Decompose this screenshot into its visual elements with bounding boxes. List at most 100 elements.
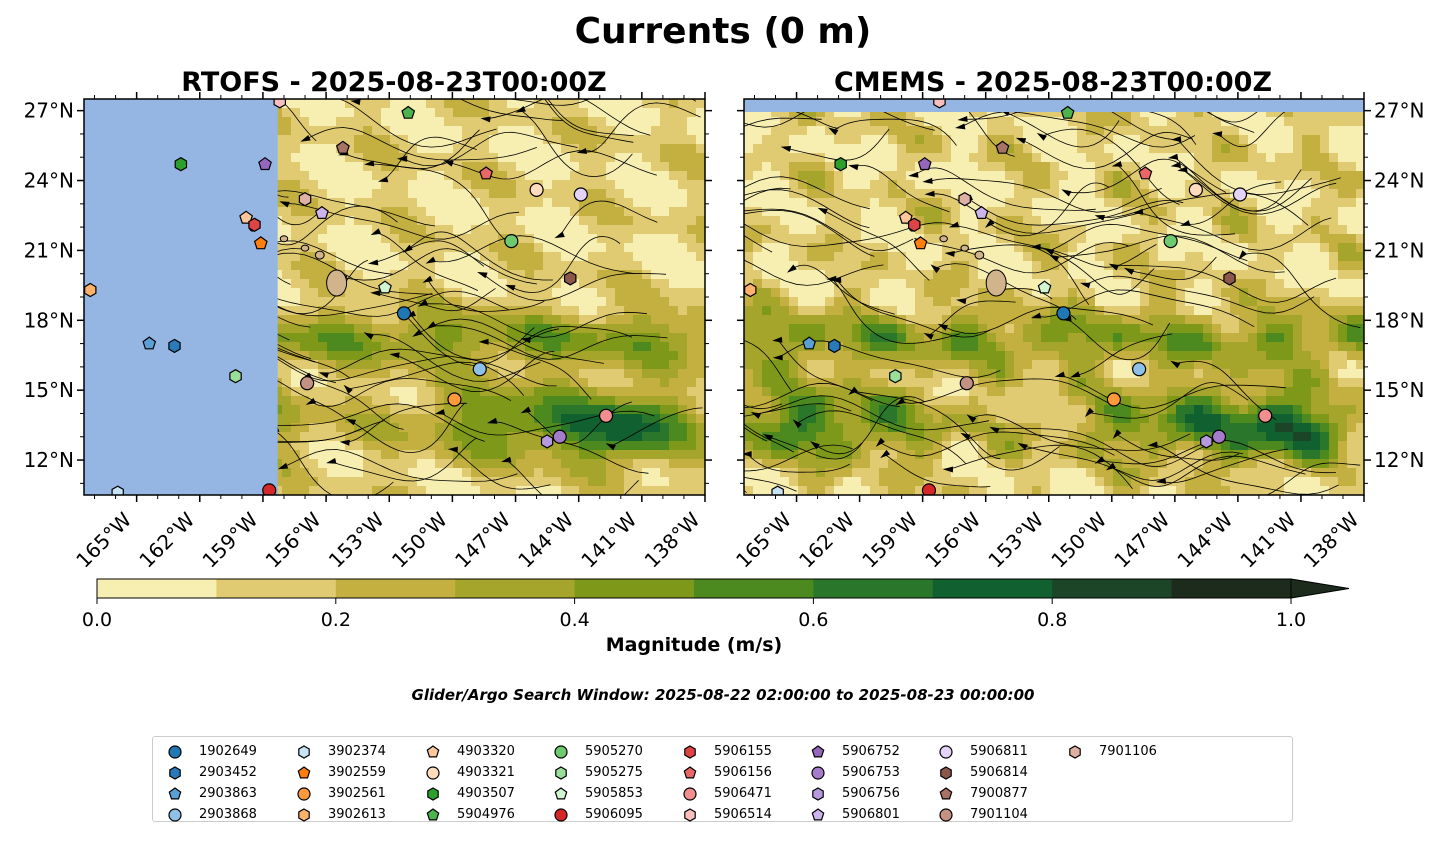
speed-cell bbox=[561, 288, 571, 298]
speed-cell bbox=[1275, 216, 1285, 226]
speed-cell bbox=[861, 288, 871, 298]
speed-cell bbox=[282, 117, 292, 127]
speed-cell bbox=[525, 216, 535, 226]
speed-cell bbox=[1167, 126, 1177, 136]
speed-cell bbox=[426, 135, 436, 145]
speed-cell bbox=[825, 117, 835, 127]
speed-cell bbox=[570, 117, 580, 127]
speed-cell bbox=[888, 279, 898, 289]
speed-cell bbox=[1032, 144, 1042, 154]
speed-cell bbox=[969, 180, 979, 190]
speed-cell bbox=[816, 171, 826, 181]
speed-cell bbox=[534, 369, 544, 379]
speed-cell bbox=[363, 180, 373, 190]
speed-cell bbox=[336, 99, 346, 109]
speed-cell bbox=[561, 144, 571, 154]
speed-cell bbox=[651, 414, 661, 424]
speed-cell bbox=[597, 279, 607, 289]
speed-cell bbox=[318, 315, 328, 325]
speed-cell bbox=[390, 279, 400, 289]
speed-cell bbox=[435, 441, 445, 451]
speed-cell bbox=[987, 162, 997, 172]
speed-cell bbox=[534, 225, 544, 235]
speed-cell bbox=[696, 459, 705, 469]
speed-cell bbox=[1347, 144, 1357, 154]
speed-cell bbox=[798, 252, 808, 262]
speed-cell bbox=[597, 189, 607, 199]
speed-cell bbox=[291, 459, 301, 469]
speed-cell bbox=[381, 198, 391, 208]
speed-cell bbox=[552, 144, 562, 154]
speed-cell bbox=[651, 441, 661, 451]
speed-cell bbox=[327, 450, 337, 460]
speed-cell bbox=[1059, 243, 1069, 253]
speed-cell bbox=[687, 162, 697, 172]
speed-cell bbox=[1212, 216, 1222, 226]
speed-cell bbox=[834, 108, 844, 118]
speed-cell bbox=[291, 414, 301, 424]
speed-cell bbox=[282, 108, 292, 118]
speed-cell bbox=[798, 261, 808, 271]
speed-cell bbox=[570, 477, 580, 487]
speed-cell bbox=[417, 243, 427, 253]
speed-cell bbox=[408, 117, 418, 127]
speed-cell bbox=[498, 171, 508, 181]
speed-cell bbox=[507, 126, 517, 136]
speed-cell bbox=[534, 243, 544, 253]
speed-cell bbox=[660, 351, 670, 361]
speed-cell bbox=[642, 432, 652, 442]
speed-cell bbox=[1050, 162, 1060, 172]
speed-cell bbox=[1041, 234, 1051, 244]
speed-cell bbox=[381, 306, 391, 316]
speed-cell bbox=[588, 369, 598, 379]
speed-cell bbox=[861, 126, 871, 136]
speed-cell bbox=[942, 279, 952, 289]
speed-cell bbox=[291, 405, 301, 415]
speed-cell bbox=[642, 387, 652, 397]
speed-cell bbox=[807, 144, 817, 154]
speed-cell bbox=[1149, 297, 1159, 307]
speed-cell bbox=[291, 99, 301, 109]
speed-cell bbox=[1122, 279, 1132, 289]
speed-cell bbox=[408, 315, 418, 325]
speed-cell bbox=[543, 351, 553, 361]
speed-cell bbox=[861, 252, 871, 262]
speed-cell bbox=[561, 99, 571, 109]
speed-cell bbox=[1086, 171, 1096, 181]
speed-cell bbox=[327, 486, 337, 495]
speed-cell bbox=[978, 108, 988, 118]
speed-cell bbox=[933, 216, 943, 226]
speed-cell bbox=[1329, 153, 1339, 163]
y-tick-label: 21°N bbox=[24, 238, 74, 262]
speed-cell bbox=[318, 405, 328, 415]
speed-cell bbox=[336, 360, 346, 370]
speed-cell bbox=[942, 144, 952, 154]
speed-cell bbox=[1266, 180, 1276, 190]
speed-cell bbox=[579, 261, 589, 271]
speed-cell bbox=[1257, 288, 1267, 298]
speed-cell bbox=[978, 216, 988, 226]
speed-cell bbox=[807, 225, 817, 235]
speed-cell bbox=[678, 198, 688, 208]
speed-cell bbox=[633, 360, 643, 370]
speed-cell bbox=[1284, 288, 1294, 298]
speed-cell bbox=[327, 207, 337, 217]
speed-cell bbox=[498, 315, 508, 325]
x-tick-label: 153°W bbox=[324, 507, 389, 572]
speed-cell bbox=[1248, 153, 1258, 163]
speed-cell bbox=[282, 396, 292, 406]
speed-cell bbox=[597, 423, 607, 433]
speed-cell bbox=[753, 288, 763, 298]
speed-cell bbox=[924, 225, 934, 235]
speed-cell bbox=[561, 306, 571, 316]
speed-cell bbox=[1284, 279, 1294, 289]
speed-cell bbox=[834, 153, 844, 163]
speed-cell bbox=[480, 180, 490, 190]
speed-cell bbox=[1194, 207, 1204, 217]
speed-cell bbox=[1275, 189, 1285, 199]
speed-cell bbox=[282, 261, 292, 271]
speed-cell bbox=[660, 198, 670, 208]
speed-cell bbox=[606, 162, 616, 172]
speed-cell bbox=[624, 405, 634, 415]
speed-cell bbox=[570, 261, 580, 271]
